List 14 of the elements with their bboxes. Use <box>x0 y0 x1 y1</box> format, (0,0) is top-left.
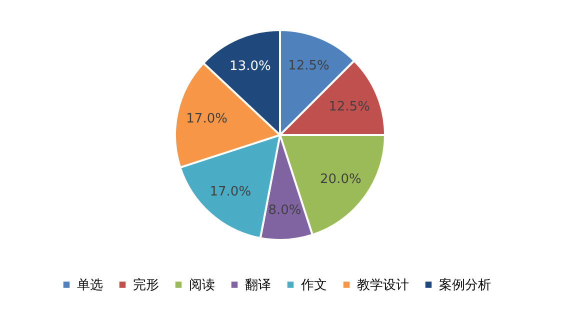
legend-label: 单选 <box>77 278 103 293</box>
data-label: 12.5% <box>288 58 330 74</box>
data-label: 17.0% <box>186 112 228 127</box>
data-label: 8.0% <box>268 202 302 218</box>
data-label: 17.0% <box>210 184 252 200</box>
data-label: 13.0% <box>230 59 271 74</box>
data-label: 20.0% <box>320 172 362 188</box>
legend-label: 教学设计 <box>357 278 409 293</box>
legend-label: 作文 <box>300 278 327 293</box>
legend-label: 阅读 <box>189 278 215 293</box>
data-label: 12.5% <box>328 99 370 114</box>
legend-label: 案例分析 <box>439 276 491 293</box>
legend-label: 完形 <box>133 276 159 293</box>
legend-label: 翻译 <box>245 278 271 293</box>
